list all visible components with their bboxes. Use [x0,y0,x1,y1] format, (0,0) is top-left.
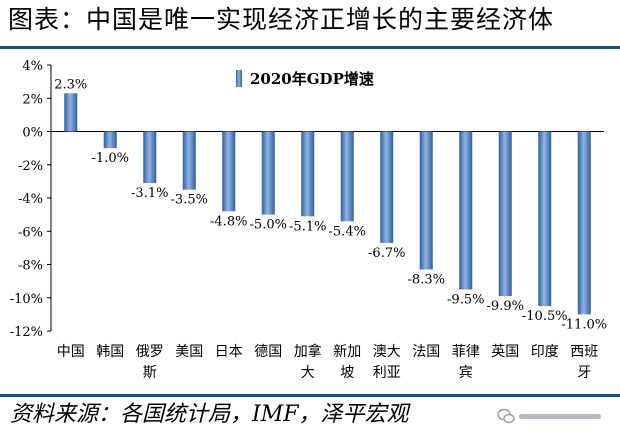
x-tick-label: 坡 [340,365,354,381]
source-note: 资料来源：各国统计局，IMF，泽平宏观 [10,402,409,427]
bar [459,131,473,290]
data-label: 2.3% [54,77,87,92]
bar [498,131,512,297]
bar [143,131,157,184]
data-label: -6.7% [368,246,405,261]
x-tick-label: 法国 [412,344,440,360]
legend: 2020年GDP增速 [236,70,374,88]
bar [64,93,78,132]
y-tick-label: -2% [18,159,43,174]
x-tick-label: 德国 [254,344,282,360]
y-tick-label: 2% [22,92,43,107]
data-label: -11.0% [561,317,607,332]
x-tick-label: 大 [301,365,315,381]
legend-label: 2020年GDP增速 [250,70,374,88]
bar [222,131,236,212]
data-label: -3.5% [171,193,208,208]
x-tick-label: 西班 [570,344,598,360]
bar-chart: 4% 2% 0% -2% -4% -6% -8% -10% -12% 2.3% 中国 -1.0% 韩国 -… [10,59,607,381]
data-label: -5.1% [289,219,326,234]
x-tick-label: 加拿 [294,343,322,360]
data-label: -10.5% [522,309,568,324]
chart-title: 图表：中国是唯一实现经济正增长的主要经济体 [8,5,555,34]
bar [380,131,394,243]
title-divider [0,46,620,49]
y-tick-label: 4% [22,59,43,74]
x-tick-label: 印度 [531,344,559,360]
bar [538,131,552,307]
wechat-icon [497,408,515,424]
data-label: -9.9% [487,299,524,314]
data-label: -8.3% [408,272,445,287]
watermark [497,405,607,427]
x-tick-label: 牙 [577,365,591,381]
data-label: -1.0% [92,151,129,166]
bar [182,131,196,190]
y-tick-label: -6% [18,225,43,240]
x-tick-label: 利亚 [373,365,401,381]
data-label: -9.5% [447,292,484,307]
legend-swatch [236,70,242,87]
x-tick-label: 新加 [333,344,361,360]
data-label: -5.0% [250,218,287,233]
x-tick-label: 宾 [459,365,473,381]
x-tick-label: 斯 [143,365,157,381]
x-tick-label: 英国 [491,343,519,360]
y-tick-label: -4% [18,192,43,207]
x-tick-label: 俄罗 [136,344,164,360]
data-label: -5.4% [329,224,366,239]
x-tick-label: 美国 [175,344,203,360]
bar [103,131,117,149]
x-tick-label: 韩国 [96,344,124,360]
x-tick-label: 日本 [215,344,243,360]
y-tick-label: 0% [22,126,43,141]
watermark-text [519,414,601,419]
y-tick-label: -8% [18,259,43,274]
bar [261,131,275,215]
bar [419,131,433,270]
x-tick-label: 澳大 [373,344,401,360]
footer-divider [0,394,620,397]
data-label: -4.8% [210,214,247,229]
y-tick-label: -10% [10,292,43,307]
bar [340,131,354,222]
bar [577,131,591,315]
bar [301,131,315,217]
x-tick-label: 中国 [57,344,85,360]
data-label: -3.1% [131,186,168,201]
y-tick-label: -12% [10,325,43,340]
x-tick-label: 菲律 [452,344,480,360]
